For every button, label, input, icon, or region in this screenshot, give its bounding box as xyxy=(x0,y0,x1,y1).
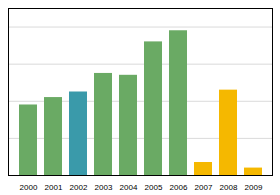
svg-text:2005: 2005 xyxy=(145,183,163,192)
svg-text:2009: 2009 xyxy=(245,183,263,192)
svg-text:2002: 2002 xyxy=(70,183,88,192)
svg-text:2004: 2004 xyxy=(120,183,138,192)
svg-text:2003: 2003 xyxy=(95,183,113,192)
svg-text:2006: 2006 xyxy=(170,183,188,192)
svg-text:2001: 2001 xyxy=(45,183,63,192)
svg-text:2007: 2007 xyxy=(195,183,213,192)
svg-text:2000: 2000 xyxy=(20,183,38,192)
svg-text:2008: 2008 xyxy=(220,183,238,192)
